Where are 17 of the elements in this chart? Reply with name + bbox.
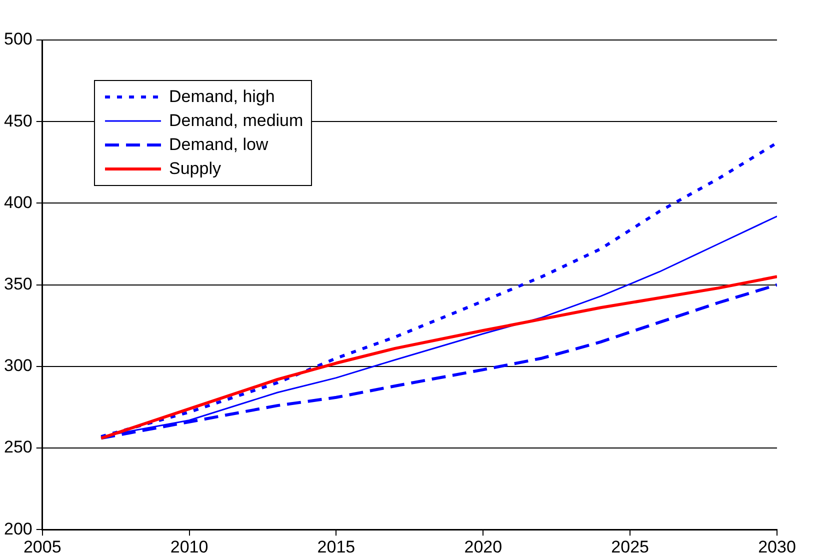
- legend-label: Demand, medium: [169, 111, 304, 131]
- legend-label: Demand, high: [169, 87, 275, 107]
- x-tick-label: 2025: [611, 537, 649, 556]
- y-tick-label: 250: [4, 438, 32, 457]
- y-tick-label: 400: [4, 192, 32, 212]
- x-tick-label: 2015: [317, 537, 356, 556]
- x-tick-label: 2030: [758, 537, 796, 556]
- x-tick-label: 2005: [23, 537, 62, 556]
- y-tick-label: 350: [4, 274, 32, 294]
- legend-label: Demand, low: [169, 135, 268, 155]
- x-tick-label: 2010: [170, 537, 208, 556]
- y-tick-label: 450: [4, 111, 32, 130]
- y-tick-label: 500: [4, 30, 32, 49]
- y-tick-label: 300: [4, 356, 32, 376]
- y-tick-label: 200: [4, 519, 32, 538]
- legend-label: Supply: [169, 159, 221, 179]
- x-tick-label: 2020: [464, 537, 502, 556]
